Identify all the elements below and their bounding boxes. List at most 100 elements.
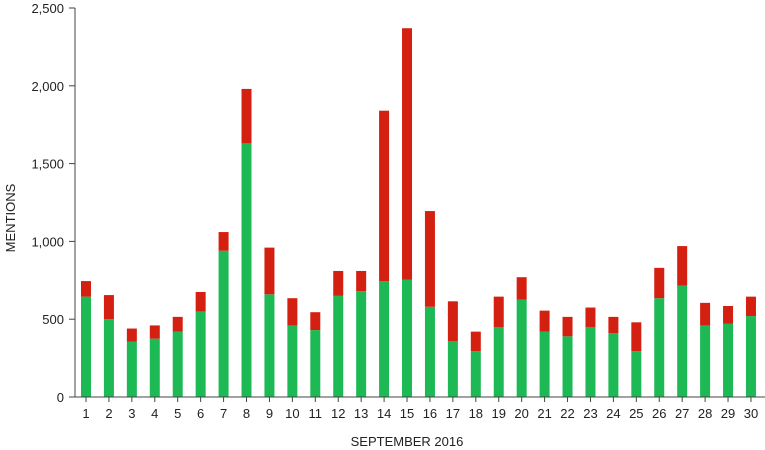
bar-segment-series-2-day-8 xyxy=(241,88,252,144)
bar-segment-series-2-day-13 xyxy=(356,270,367,292)
x-tick-label: 8 xyxy=(243,406,250,421)
bar-segment-series-1-day-23 xyxy=(585,326,596,397)
bar-segment-series-2-day-26 xyxy=(654,267,665,299)
y-axis-ticks: 0 500 1,000 1,500 2,000 2,500 xyxy=(31,1,75,405)
bar-segment-series-2-day-30 xyxy=(745,296,756,317)
x-tick-label: 3 xyxy=(128,406,135,421)
x-tick-label: 7 xyxy=(220,406,227,421)
x-tick-label: 2 xyxy=(105,406,112,421)
x-axis-title: SEPTEMBER 2016 xyxy=(351,434,464,449)
bar-segment-series-1-day-11 xyxy=(310,330,321,397)
bar-segment-series-2-day-28 xyxy=(700,302,711,326)
bar-segment-series-1-day-25 xyxy=(631,351,642,397)
x-tick-label: 30 xyxy=(744,406,758,421)
bar-segment-series-1-day-1 xyxy=(81,296,91,397)
bar-segment-series-1-day-13 xyxy=(356,291,367,397)
x-tick-label: 17 xyxy=(446,406,460,421)
x-tick-label: 15 xyxy=(400,406,414,421)
bar-segment-series-1-day-7 xyxy=(218,250,229,397)
bar-segment-series-1-day-27 xyxy=(677,285,688,397)
bar-segment-series-2-day-4 xyxy=(149,325,160,339)
bar-segment-series-2-day-11 xyxy=(310,312,321,331)
bar-segment-series-2-day-6 xyxy=(195,291,206,312)
bar-segment-series-2-day-18 xyxy=(470,331,481,352)
bar-segment-series-1-day-15 xyxy=(402,279,413,397)
y-tick-label: 0 xyxy=(57,390,64,405)
x-tick-label: 27 xyxy=(675,406,689,421)
bar-segment-series-1-day-17 xyxy=(447,340,458,397)
bar-segment-series-1-day-24 xyxy=(608,333,619,397)
bar-segment-series-2-day-3 xyxy=(126,328,137,342)
x-tick-label: 28 xyxy=(698,406,712,421)
x-tick-label: 1 xyxy=(82,406,89,421)
x-tick-label: 21 xyxy=(537,406,551,421)
bar-segment-series-2-day-21 xyxy=(539,310,550,332)
bar-segment-series-1-day-8 xyxy=(241,143,252,397)
bar-segment-series-2-day-2 xyxy=(103,295,114,320)
bar-segment-series-1-day-29 xyxy=(723,323,734,397)
y-axis-title: MENTIONS xyxy=(3,183,18,252)
x-tick-label: 18 xyxy=(469,406,483,421)
bar-segment-series-2-day-17 xyxy=(447,301,458,341)
x-tick-label: 29 xyxy=(721,406,735,421)
bars xyxy=(81,28,756,397)
x-tick-label: 16 xyxy=(423,406,437,421)
x-tick-label: 5 xyxy=(174,406,181,421)
bar-segment-series-2-day-25 xyxy=(631,322,642,352)
bar-segment-series-1-day-14 xyxy=(379,281,390,397)
bar-segment-series-2-day-15 xyxy=(402,28,413,280)
bar-segment-series-2-day-29 xyxy=(723,305,734,324)
bar-segment-series-1-day-6 xyxy=(195,311,206,397)
bar-segment-series-2-day-9 xyxy=(264,247,275,295)
x-tick-label: 26 xyxy=(652,406,666,421)
x-tick-label: 4 xyxy=(151,406,158,421)
bar-segment-series-2-day-1 xyxy=(81,281,91,297)
x-tick-label: 20 xyxy=(514,406,528,421)
bar-segment-series-2-day-10 xyxy=(287,298,298,326)
y-tick-label: 1,000 xyxy=(31,234,64,249)
x-tick-label: 25 xyxy=(629,406,643,421)
bar-segment-series-2-day-22 xyxy=(562,316,573,337)
bar-segment-series-1-day-21 xyxy=(539,331,550,397)
bar-segment-series-1-day-19 xyxy=(493,326,504,397)
x-tick-label: 13 xyxy=(354,406,368,421)
bar-segment-series-2-day-23 xyxy=(585,307,596,327)
bar-segment-series-2-day-16 xyxy=(424,211,435,307)
x-tick-label: 6 xyxy=(197,406,204,421)
bar-segment-series-1-day-2 xyxy=(103,319,114,397)
bar-segment-series-2-day-7 xyxy=(218,232,229,251)
bar-segment-series-2-day-24 xyxy=(608,316,619,334)
bar-segment-series-1-day-18 xyxy=(470,351,481,397)
bar-segment-series-1-day-16 xyxy=(424,306,435,397)
x-tick-label: 12 xyxy=(331,406,345,421)
x-tick-label: 22 xyxy=(560,406,574,421)
bar-segment-series-1-day-22 xyxy=(562,336,573,397)
bar-segment-series-1-day-12 xyxy=(333,295,344,397)
x-tick-label: 19 xyxy=(492,406,506,421)
y-tick-label: 2,500 xyxy=(31,1,64,16)
bar-segment-series-1-day-20 xyxy=(516,299,527,397)
x-tick-label: 24 xyxy=(606,406,620,421)
bar-segment-series-1-day-30 xyxy=(745,316,756,397)
bar-segment-series-1-day-9 xyxy=(264,294,275,397)
y-tick-label: 500 xyxy=(42,312,64,327)
bar-segment-series-2-day-14 xyxy=(379,110,390,282)
bar-segment-series-1-day-5 xyxy=(172,331,183,397)
bar-segment-series-1-day-3 xyxy=(126,341,137,397)
bar-segment-series-1-day-4 xyxy=(149,338,160,397)
x-tick-label: 9 xyxy=(266,406,273,421)
bar-segment-series-2-day-27 xyxy=(677,246,688,286)
bar-segment-series-2-day-19 xyxy=(493,296,504,327)
y-tick-label: 1,500 xyxy=(31,157,64,172)
bar-segment-series-1-day-26 xyxy=(654,298,665,397)
x-tick-label: 14 xyxy=(377,406,391,421)
bar-segment-series-1-day-28 xyxy=(700,325,711,397)
x-tick-label: 23 xyxy=(583,406,597,421)
bar-segment-series-2-day-20 xyxy=(516,277,527,300)
y-tick-label: 2,000 xyxy=(31,79,64,94)
x-axis-ticks: 1 2 3 4 5 6 7 8 9 10 11 12 13 14 15 16 17 18 19 20 21 22 23 24 2… xyxy=(82,397,758,421)
x-tick-label: 11 xyxy=(309,406,323,421)
x-tick-label: 10 xyxy=(285,406,299,421)
bar-segment-series-2-day-12 xyxy=(333,270,344,296)
